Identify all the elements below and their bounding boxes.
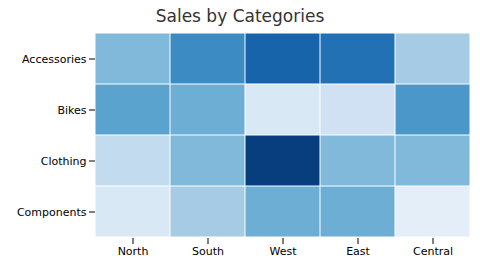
svg-text:Central: Central: [413, 245, 453, 258]
svg-text:Accessories: Accessories: [22, 53, 87, 66]
svg-text:East: East: [346, 245, 370, 258]
svg-text:Components: Components: [17, 206, 87, 219]
svg-text:North: North: [118, 245, 149, 258]
html-text:Sales by Categories: Sales by Categories: [155, 6, 325, 26]
svg-text:West: West: [269, 245, 297, 258]
svg-text:South: South: [192, 245, 224, 258]
svg-text:Bikes: Bikes: [57, 104, 86, 117]
svg-text:Clothing: Clothing: [41, 155, 87, 168]
